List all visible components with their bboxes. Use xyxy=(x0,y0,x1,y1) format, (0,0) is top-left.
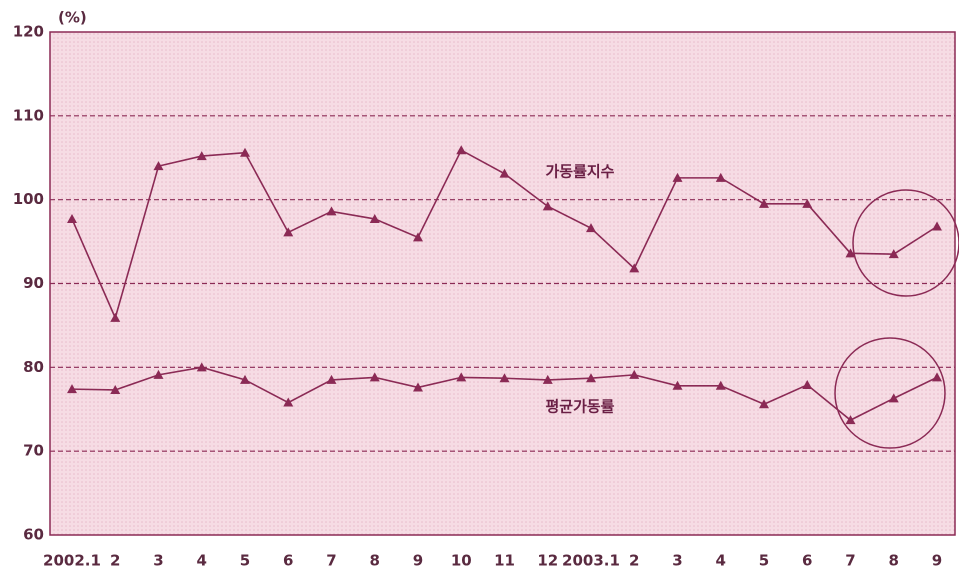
x-tick-label: 2002.1 xyxy=(43,552,101,570)
x-tick-label: 7 xyxy=(326,552,336,570)
data-point xyxy=(326,206,337,216)
data-point xyxy=(629,369,640,379)
data-point xyxy=(240,374,250,384)
x-tick-label: 8 xyxy=(889,552,899,570)
x-tick-label: 11 xyxy=(494,552,515,570)
data-point xyxy=(240,147,250,157)
data-point xyxy=(499,373,510,383)
data-point xyxy=(413,382,423,392)
x-tick-label: 9 xyxy=(932,552,942,570)
series-annotation: 평균가동률 xyxy=(545,398,614,416)
data-point xyxy=(888,393,899,403)
highlight-circle xyxy=(852,189,959,297)
x-tick-label: 8 xyxy=(370,552,380,570)
data-point xyxy=(759,198,769,208)
data-point xyxy=(715,380,726,390)
x-tick-label: 9 xyxy=(413,552,423,570)
y-tick-label: 120 xyxy=(13,23,44,41)
data-point xyxy=(932,221,942,231)
data-point xyxy=(845,248,856,258)
data-point xyxy=(67,213,77,223)
data-point xyxy=(802,198,813,208)
x-tick-label: 5 xyxy=(759,552,769,570)
x-tick-label: 4 xyxy=(197,552,207,570)
data-point xyxy=(629,263,640,273)
data-point xyxy=(153,161,164,171)
x-tick-label: 3 xyxy=(153,552,163,570)
x-tick-label: 10 xyxy=(451,552,472,570)
data-point xyxy=(369,372,380,382)
data-point xyxy=(845,415,856,425)
x-tick-label: 4 xyxy=(716,552,726,570)
y-tick-label: 80 xyxy=(23,358,44,376)
x-tick-label: 12 xyxy=(537,552,558,570)
data-point xyxy=(586,373,596,383)
data-point xyxy=(456,145,467,155)
x-tick-label: 2003.1 xyxy=(562,552,620,570)
data-point xyxy=(283,227,294,237)
data-point xyxy=(369,213,380,223)
data-point xyxy=(110,384,121,394)
x-tick-label: 6 xyxy=(283,552,293,570)
y-axis-unit: (%) xyxy=(58,9,87,27)
x-tick-label: 5 xyxy=(240,552,250,570)
data-point xyxy=(715,172,726,182)
x-tick-label: 6 xyxy=(802,552,812,570)
data-point xyxy=(283,397,294,407)
x-tick-label: 2 xyxy=(110,552,120,570)
x-tick-label: 7 xyxy=(845,552,855,570)
data-point xyxy=(196,151,207,161)
data-point xyxy=(326,374,337,384)
data-point xyxy=(110,312,121,322)
data-point xyxy=(413,232,423,242)
x-tick-label: 3 xyxy=(672,552,682,570)
data-point xyxy=(153,369,164,379)
data-point xyxy=(672,380,683,390)
data-point xyxy=(759,399,769,409)
data-point xyxy=(932,372,942,382)
data-point xyxy=(542,201,553,211)
y-tick-label: 100 xyxy=(13,190,44,208)
data-point xyxy=(888,249,899,259)
y-tick-label: 110 xyxy=(13,106,44,124)
data-point xyxy=(802,379,813,389)
y-tick-label: 60 xyxy=(23,526,44,544)
data-point xyxy=(67,384,77,394)
y-tick-label: 90 xyxy=(23,274,44,292)
data-point xyxy=(456,372,467,382)
y-tick-label: 70 xyxy=(23,442,44,460)
data-point xyxy=(586,223,596,233)
series-annotation: 가동률지수 xyxy=(545,163,614,181)
highlight-circle xyxy=(834,337,946,449)
data-point xyxy=(672,172,683,182)
data-point xyxy=(499,168,510,178)
data-point xyxy=(196,362,207,372)
x-tick-label: 2 xyxy=(629,552,639,570)
data-point xyxy=(542,374,553,384)
